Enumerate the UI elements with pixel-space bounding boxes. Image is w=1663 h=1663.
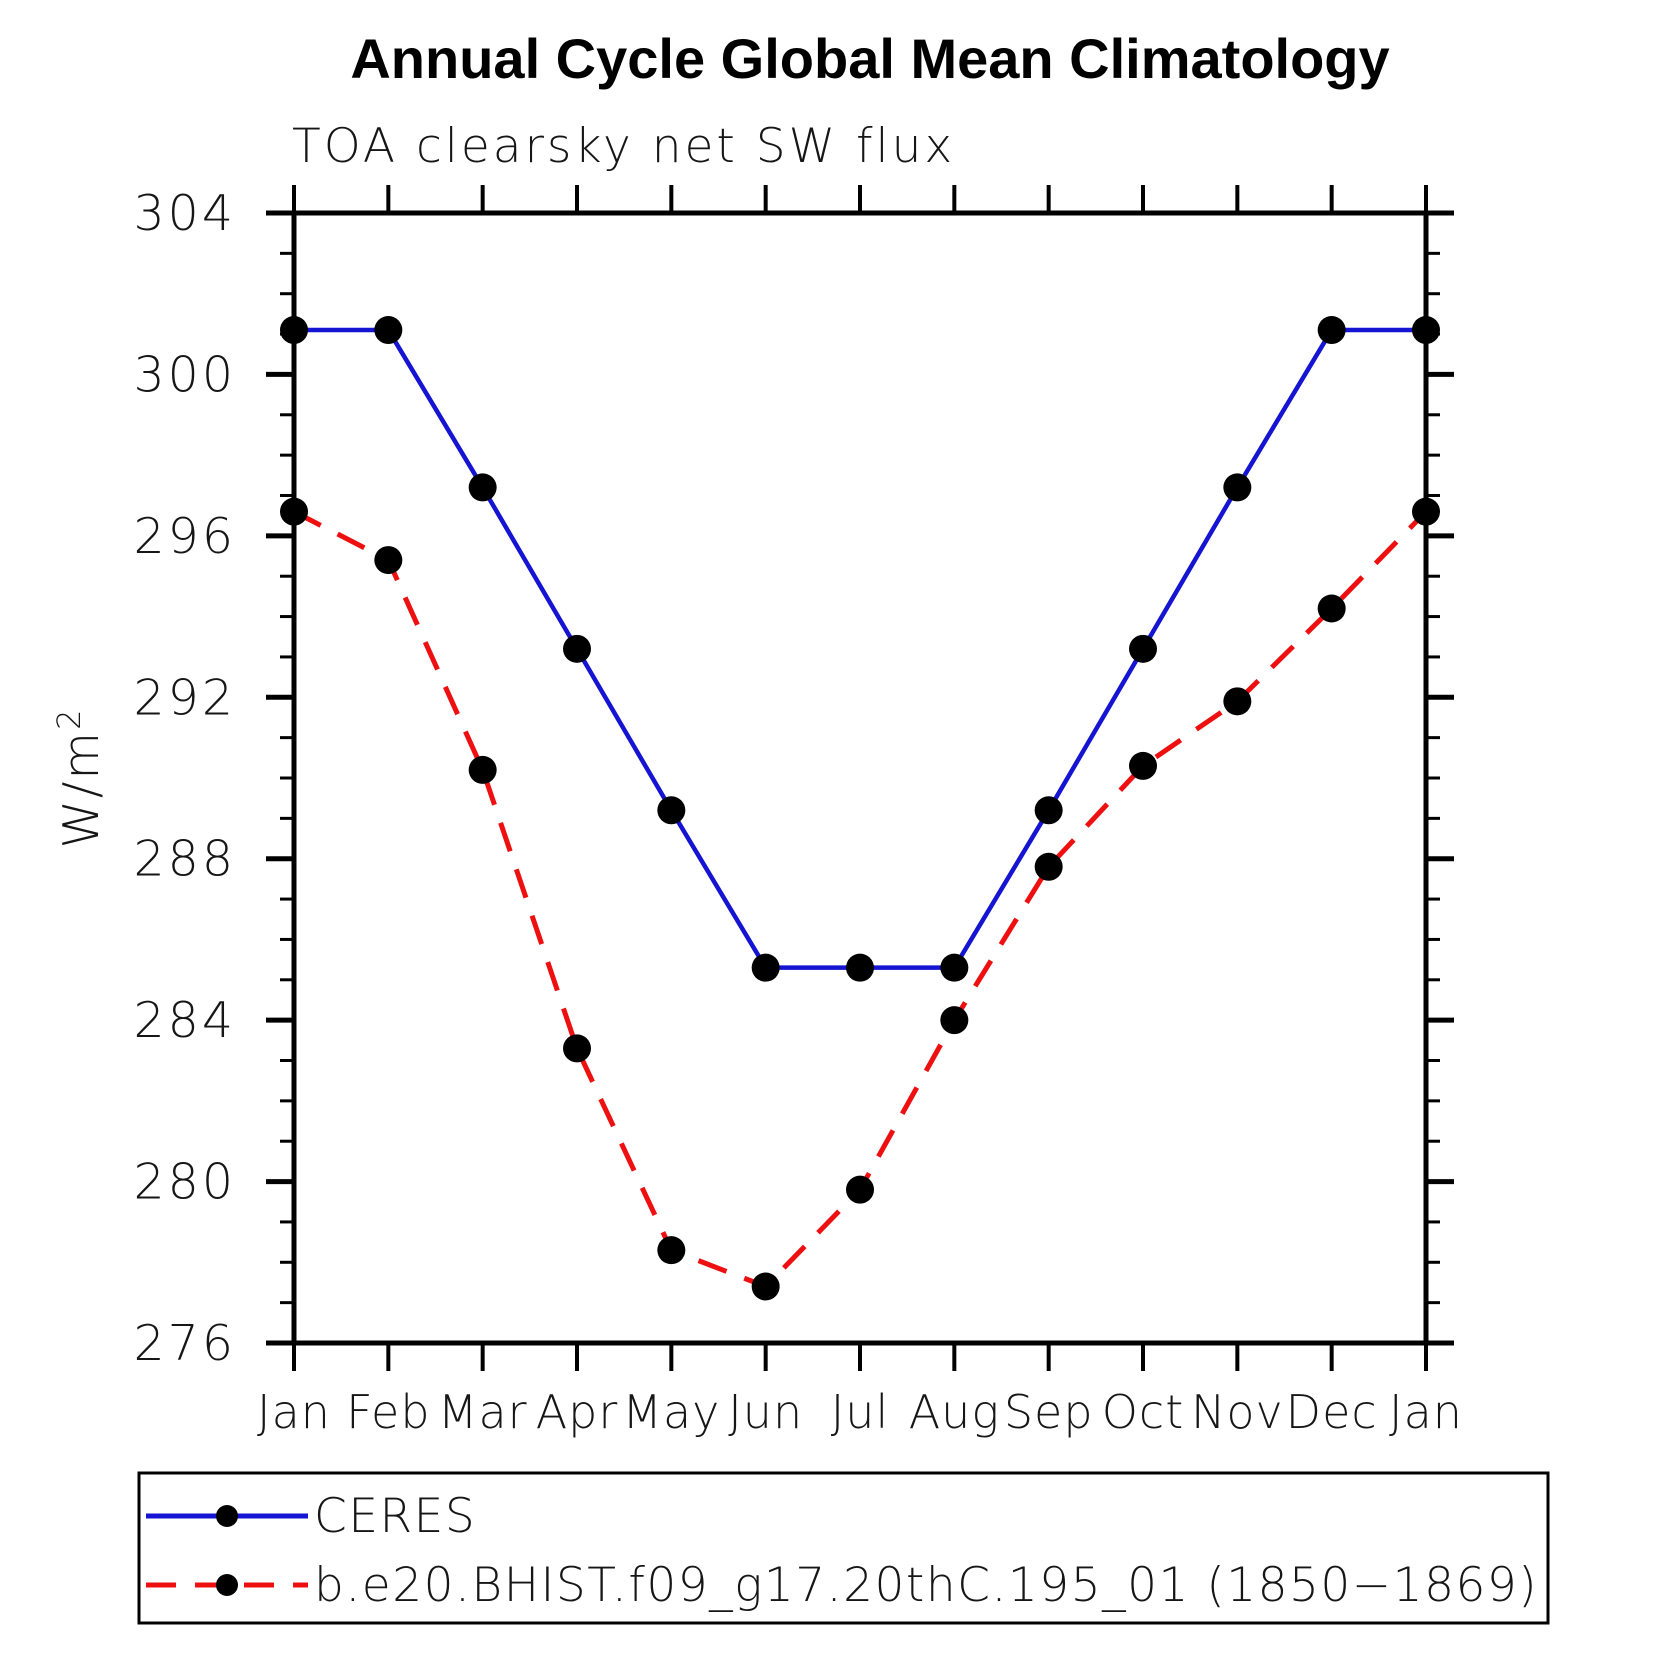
x-tick-label: Jul: [831, 1385, 890, 1439]
x-tick-label: Mar: [438, 1385, 528, 1439]
legend-box: [137, 1471, 1550, 1625]
legend-item-label: b.e20.BHIST.f09_g17.20thC.195_01 (1850−1…: [314, 1558, 1538, 1613]
y-tick-label: 280: [133, 1154, 236, 1211]
series-line-ceres: [294, 327, 1426, 970]
data-point-marker: [1223, 687, 1252, 716]
data-point-marker: [374, 546, 403, 575]
data-point-marker: [751, 1272, 780, 1301]
plot-box: [291, 210, 1429, 1346]
y-tick-label: 284: [133, 992, 236, 1049]
x-tick-label: Oct: [1102, 1385, 1185, 1439]
y-tick-label: 296: [133, 508, 236, 565]
x-tick-label: Nov: [1191, 1385, 1284, 1439]
y-axis-label: W/m2: [50, 707, 110, 848]
data-point-marker: [751, 953, 780, 982]
data-point-marker: [374, 316, 403, 345]
chart-title: Annual Cycle Global Mean Climatology: [350, 27, 1389, 90]
data-point-marker: [1317, 594, 1346, 623]
x-tick-label: Jan: [257, 1385, 331, 1439]
x-tick-label: Dec: [1286, 1385, 1378, 1439]
y-tick-label: 304: [133, 185, 236, 242]
x-tick-label: Sep: [1004, 1385, 1094, 1439]
x-tick-label: May: [622, 1385, 720, 1439]
data-point-marker: [846, 1175, 874, 1204]
x-tick-label: Aug: [909, 1385, 1000, 1439]
legend: CERES b.e20.BHIST.f09_g17.20thC.195_01 (1…: [137, 1471, 1550, 1625]
data-point-marker: [1129, 751, 1157, 780]
data-series: [280, 316, 1440, 1301]
data-point-marker: [1034, 852, 1063, 881]
x-tick-label: Apr: [536, 1385, 619, 1439]
y-tick-label: 288: [133, 831, 236, 888]
data-point-marker: [1034, 796, 1063, 825]
x-tick-label: Feb: [346, 1385, 430, 1439]
data-point-marker: [563, 1034, 591, 1063]
data-point-marker: [1412, 316, 1440, 345]
data-point-marker: [280, 316, 308, 345]
legend-item-label: CERES: [314, 1489, 476, 1544]
data-point-marker: [468, 755, 497, 784]
data-point-marker: [657, 796, 686, 825]
y-tick-label: 300: [133, 346, 236, 403]
y-axis-label-exponent: 2: [50, 707, 88, 729]
data-point-marker: [940, 953, 969, 982]
data-point-marker: [1129, 634, 1157, 663]
data-point-marker: [1412, 497, 1440, 526]
legend-sample-marker: [216, 1505, 238, 1527]
legend-sample-marker: [216, 1574, 238, 1596]
x-tick-label: Jun: [728, 1385, 803, 1439]
data-point-marker: [468, 473, 497, 502]
chart-subtitle: TOA clearsky net SW flux: [292, 119, 955, 174]
data-point-marker: [940, 1006, 969, 1035]
data-point-marker: [1223, 473, 1252, 502]
data-point-marker: [563, 634, 591, 663]
series-line-model: [292, 509, 1428, 1290]
y-tick-label: 292: [133, 669, 236, 726]
x-tick-label: Jan: [1389, 1385, 1463, 1439]
data-point-marker: [846, 953, 874, 982]
y-axis-label-base: W/m: [53, 730, 110, 849]
y-tick-label: 276: [133, 1315, 236, 1372]
data-point-marker: [280, 497, 308, 526]
data-point-marker: [1317, 316, 1346, 345]
data-point-marker: [657, 1236, 686, 1265]
